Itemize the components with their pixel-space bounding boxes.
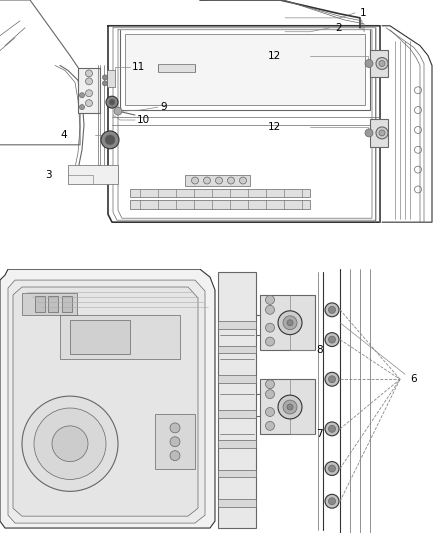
Text: 4: 4 <box>60 130 67 140</box>
Circle shape <box>379 130 385 136</box>
Bar <box>35 296 45 312</box>
Circle shape <box>325 494 339 508</box>
Text: 9: 9 <box>160 102 166 112</box>
Circle shape <box>328 465 336 472</box>
Circle shape <box>170 451 180 461</box>
Bar <box>218 321 256 329</box>
Text: 2: 2 <box>335 23 342 33</box>
Circle shape <box>365 60 373 68</box>
Circle shape <box>376 58 388 69</box>
Bar <box>185 175 250 187</box>
Bar <box>78 68 100 113</box>
Bar <box>130 189 310 197</box>
Bar <box>370 119 388 147</box>
Circle shape <box>22 396 118 491</box>
Circle shape <box>85 90 92 96</box>
Circle shape <box>287 404 293 410</box>
Circle shape <box>215 177 223 184</box>
Circle shape <box>325 373 339 386</box>
Circle shape <box>85 78 92 85</box>
Polygon shape <box>0 269 215 528</box>
Circle shape <box>204 177 211 184</box>
Bar <box>158 64 195 72</box>
Circle shape <box>80 104 85 110</box>
Circle shape <box>328 425 336 432</box>
Text: 11: 11 <box>132 62 145 72</box>
Bar <box>218 410 256 418</box>
Bar <box>218 440 256 448</box>
Circle shape <box>105 135 115 145</box>
Bar <box>218 375 256 383</box>
Circle shape <box>80 93 85 98</box>
Circle shape <box>227 177 234 184</box>
Circle shape <box>379 61 385 67</box>
Circle shape <box>283 316 297 330</box>
Circle shape <box>325 422 339 436</box>
Polygon shape <box>13 287 198 516</box>
Circle shape <box>265 295 275 304</box>
Circle shape <box>328 376 336 383</box>
Text: 12: 12 <box>268 122 281 132</box>
Circle shape <box>278 395 302 419</box>
Circle shape <box>328 336 336 343</box>
Circle shape <box>265 337 275 346</box>
Bar <box>107 70 115 87</box>
Bar <box>370 50 388 77</box>
Bar <box>155 414 195 469</box>
Circle shape <box>325 462 339 475</box>
Bar <box>62 296 72 312</box>
Bar <box>218 499 256 507</box>
Circle shape <box>265 390 275 399</box>
Text: 1: 1 <box>360 8 367 18</box>
Bar <box>48 296 58 312</box>
Circle shape <box>109 99 115 105</box>
Circle shape <box>191 177 198 184</box>
Circle shape <box>325 303 339 317</box>
Circle shape <box>102 75 107 80</box>
Circle shape <box>265 408 275 416</box>
Bar <box>22 293 77 315</box>
Bar <box>218 345 256 353</box>
Circle shape <box>325 333 339 346</box>
Circle shape <box>170 437 180 447</box>
Circle shape <box>376 127 388 139</box>
Circle shape <box>265 323 275 332</box>
Circle shape <box>328 306 336 313</box>
Text: 8: 8 <box>316 344 323 354</box>
Polygon shape <box>68 165 118 184</box>
Text: 3: 3 <box>45 169 52 180</box>
Circle shape <box>101 131 119 149</box>
Polygon shape <box>125 34 365 105</box>
Circle shape <box>365 129 373 137</box>
Bar <box>60 315 180 359</box>
Circle shape <box>106 96 118 108</box>
Bar <box>218 272 256 528</box>
Circle shape <box>52 426 88 462</box>
Circle shape <box>283 400 297 414</box>
Circle shape <box>265 422 275 430</box>
Circle shape <box>278 311 302 335</box>
Circle shape <box>85 70 92 77</box>
Circle shape <box>85 100 92 107</box>
Circle shape <box>240 177 247 184</box>
Text: 7: 7 <box>316 429 323 439</box>
Bar <box>130 200 310 209</box>
Circle shape <box>328 498 336 505</box>
Circle shape <box>265 305 275 314</box>
Bar <box>218 470 256 478</box>
Circle shape <box>102 81 107 86</box>
Bar <box>260 295 315 350</box>
Text: 12: 12 <box>268 51 281 61</box>
Bar <box>70 320 130 354</box>
Circle shape <box>114 107 122 115</box>
Circle shape <box>287 320 293 326</box>
Polygon shape <box>8 280 205 523</box>
Text: 6: 6 <box>410 374 417 384</box>
Bar <box>260 379 315 434</box>
Text: 10: 10 <box>137 115 150 125</box>
Circle shape <box>34 408 106 480</box>
Circle shape <box>265 379 275 389</box>
Circle shape <box>170 423 180 433</box>
